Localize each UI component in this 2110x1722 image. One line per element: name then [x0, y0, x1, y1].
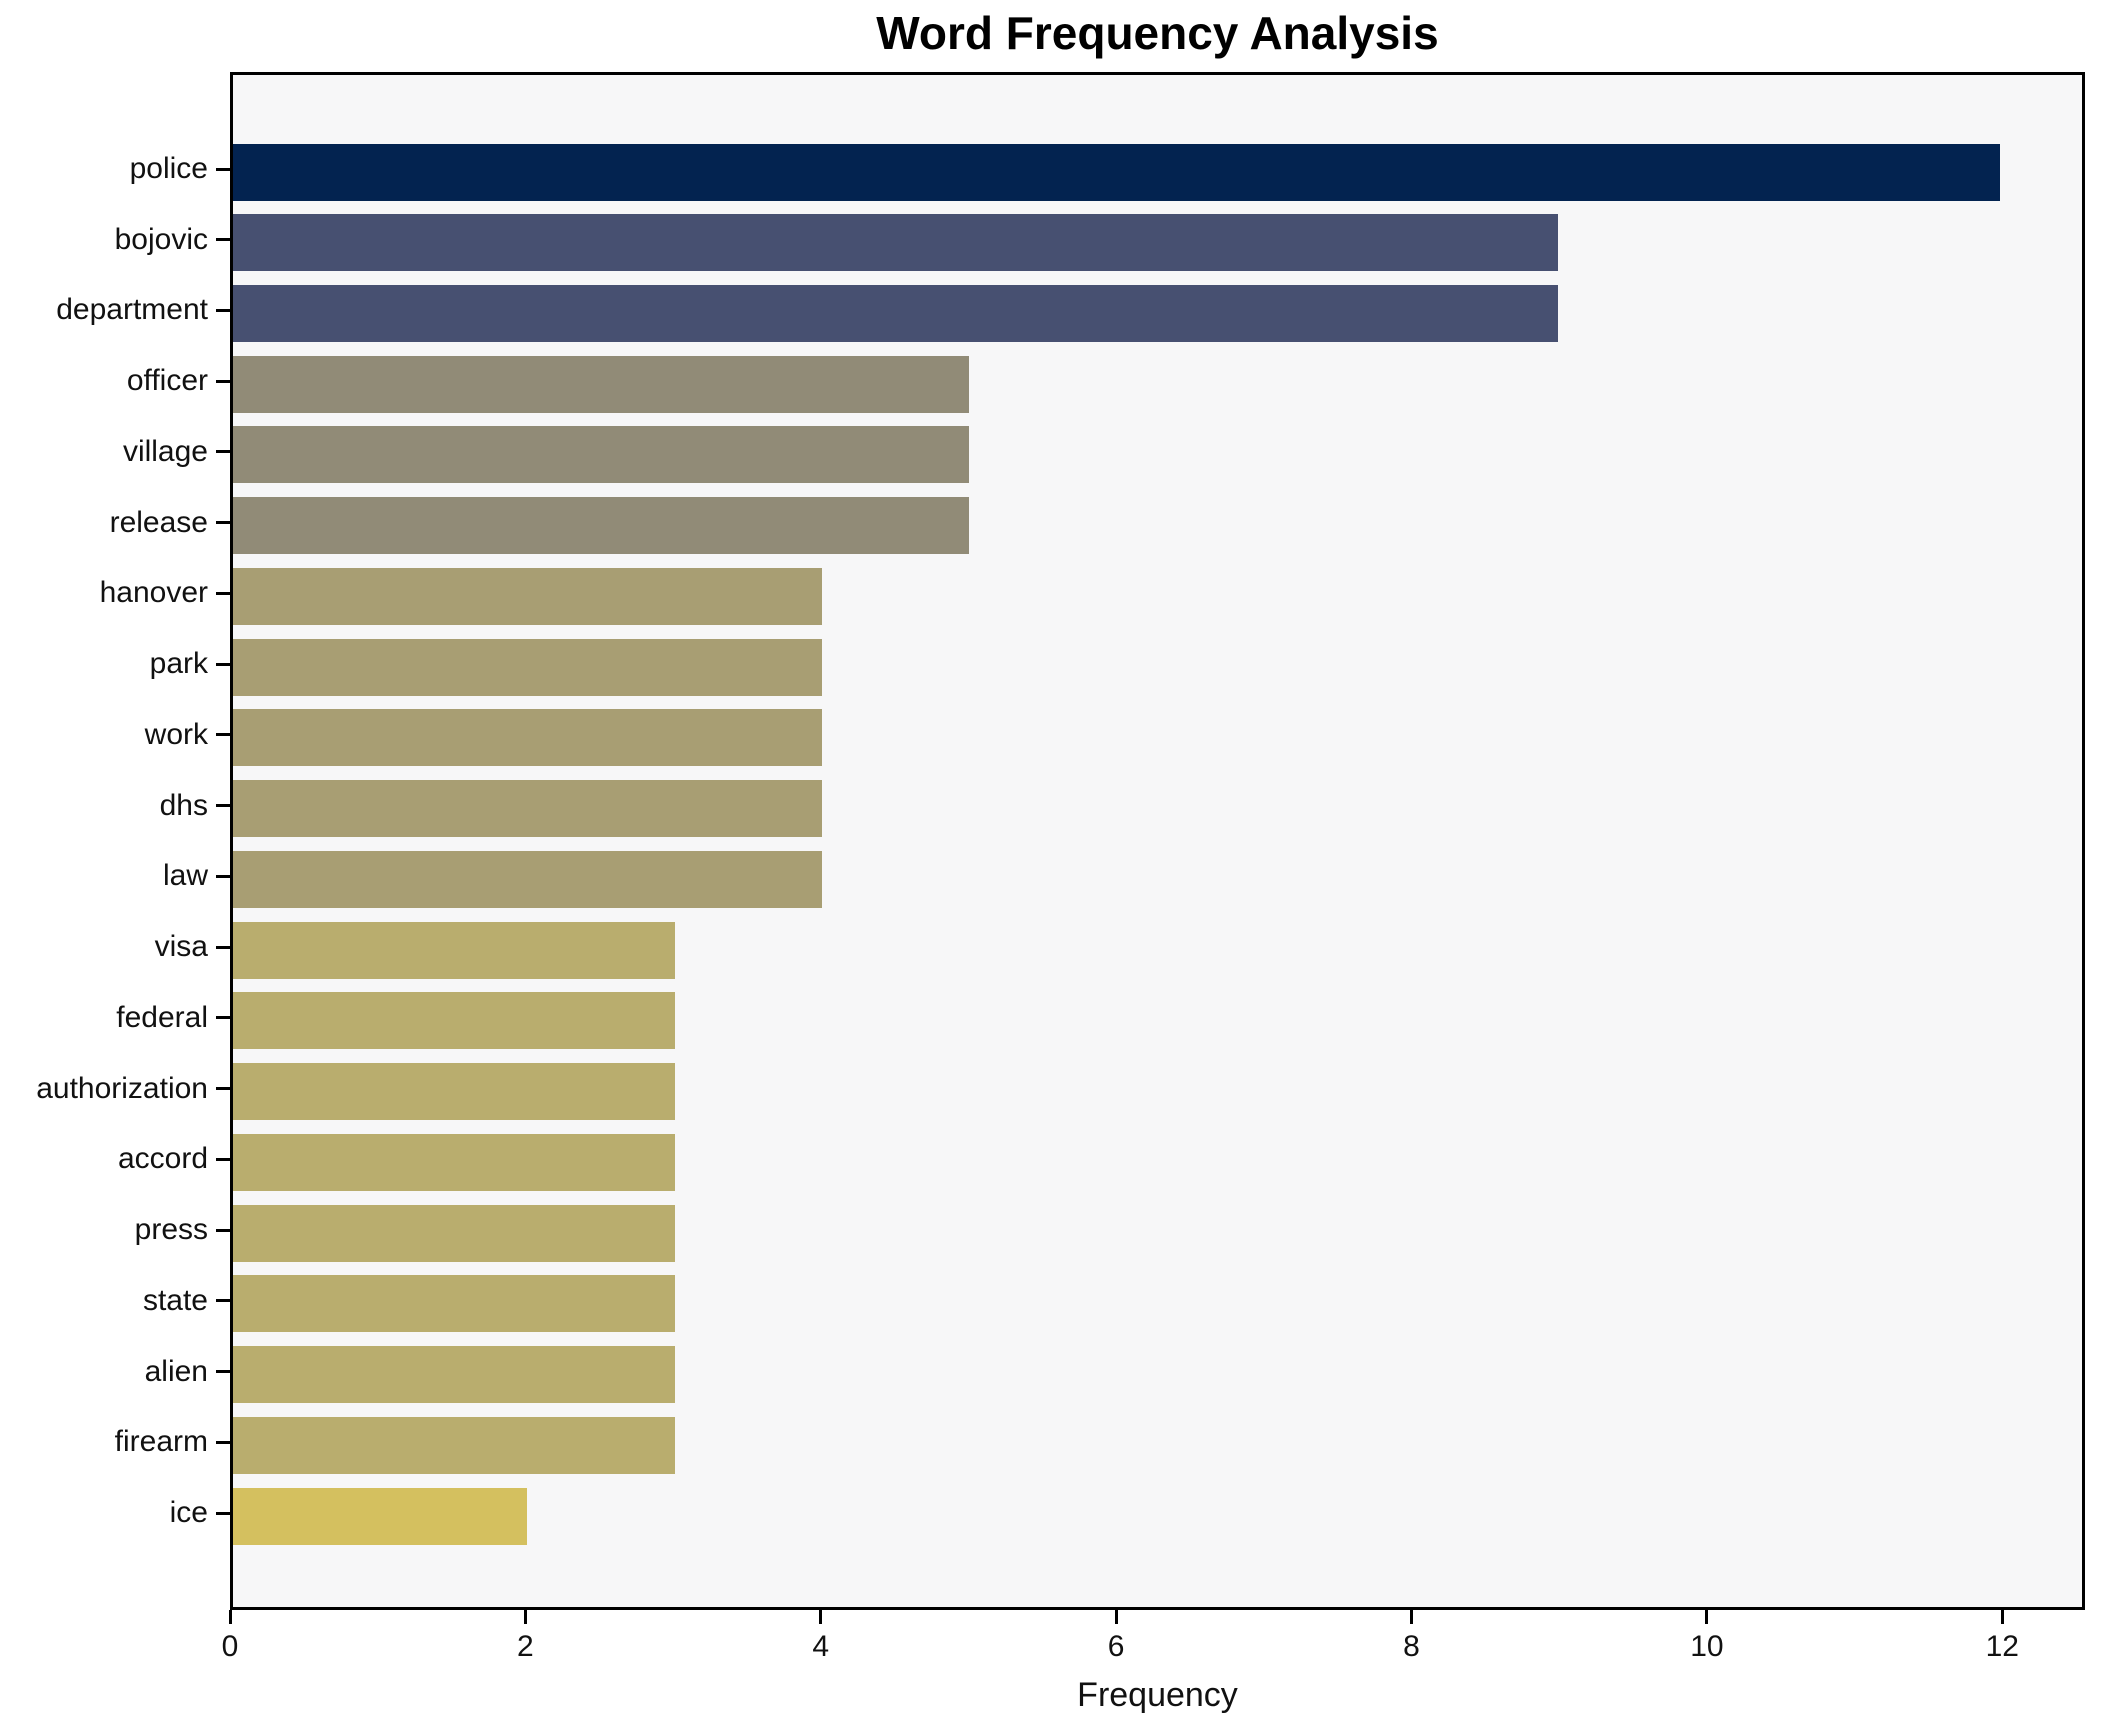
x-tick-mark — [228, 1610, 232, 1624]
y-tick-mark — [216, 591, 230, 595]
y-tick-mark — [216, 1157, 230, 1161]
bar-department — [233, 284, 1558, 342]
y-tick-label: officer — [126, 364, 208, 398]
x-tick-mark — [1114, 1610, 1118, 1624]
y-tick-label: ice — [169, 1496, 208, 1530]
bar-dhs — [233, 780, 822, 838]
y-tick-label: state — [142, 1283, 208, 1317]
plot-area — [230, 72, 2085, 1610]
y-tick-label: village — [122, 434, 208, 468]
y-tick-mark — [216, 1440, 230, 1444]
bar-hanover — [233, 567, 822, 625]
x-tick-mark — [523, 1610, 527, 1624]
y-tick-mark — [216, 945, 230, 949]
bar-police — [233, 143, 2000, 201]
y-tick-mark — [216, 1370, 230, 1374]
y-tick-mark — [216, 450, 230, 454]
bar-work — [233, 709, 822, 767]
y-tick-label: bojovic — [114, 222, 208, 256]
bar-park — [233, 638, 822, 696]
y-tick-label: press — [134, 1213, 208, 1247]
bar-visa — [233, 921, 675, 979]
x-tick-label: 4 — [812, 1630, 830, 1663]
bar-release — [233, 497, 970, 555]
bar-federal — [233, 992, 675, 1050]
y-tick-mark — [216, 1228, 230, 1232]
bar-bojovic — [233, 214, 1558, 272]
x-tick-mark — [2000, 1610, 2004, 1624]
y-tick-label: department — [56, 293, 208, 327]
y-tick-label: visa — [154, 930, 208, 964]
x-tick-label: 6 — [1107, 1630, 1125, 1663]
bar-firearm — [233, 1416, 675, 1474]
y-tick-label: firearm — [114, 1425, 208, 1459]
x-tick-mark — [1705, 1610, 1709, 1624]
x-tick-label: 2 — [517, 1630, 534, 1663]
x-tick-label: 8 — [1403, 1630, 1420, 1663]
x-tick-label: 0 — [221, 1630, 239, 1663]
y-tick-mark — [216, 308, 230, 312]
y-tick-mark — [216, 1087, 230, 1091]
x-tick-label: 10 — [1690, 1630, 1724, 1663]
y-tick-label: release — [109, 505, 208, 539]
y-tick-mark — [216, 1299, 230, 1303]
bar-state — [233, 1275, 675, 1333]
bar-authorization — [233, 1063, 675, 1121]
y-tick-label: authorization — [36, 1071, 208, 1105]
y-tick-label: dhs — [159, 788, 208, 822]
y-tick-mark — [216, 874, 230, 878]
y-tick-label: hanover — [99, 576, 208, 610]
x-tick-mark — [819, 1610, 823, 1624]
chart-title: Word Frequency Analysis — [876, 7, 1439, 59]
x-tick-mark — [1410, 1610, 1414, 1624]
y-tick-label: work — [144, 717, 208, 751]
y-tick-mark — [216, 1016, 230, 1020]
bar-officer — [233, 355, 970, 413]
y-tick-mark — [216, 804, 230, 808]
bar-law — [233, 850, 822, 908]
x-tick-label: 12 — [1985, 1630, 2019, 1663]
y-tick-mark — [216, 379, 230, 383]
y-tick-mark — [216, 521, 230, 525]
y-tick-mark — [216, 167, 230, 171]
bar-press — [233, 1204, 675, 1262]
bar-alien — [233, 1346, 675, 1404]
bar-accord — [233, 1133, 675, 1191]
y-tick-mark — [216, 733, 230, 737]
y-tick-label: federal — [116, 1000, 208, 1034]
y-tick-mark — [216, 1511, 230, 1515]
y-tick-label: alien — [144, 1354, 208, 1388]
y-tick-label: police — [129, 152, 208, 185]
x-axis-label: Frequency — [1077, 1676, 1238, 1714]
y-tick-label: accord — [117, 1142, 208, 1176]
bar-ice — [233, 1487, 528, 1545]
y-tick-label: park — [149, 647, 208, 681]
y-tick-mark — [216, 662, 230, 666]
y-tick-mark — [216, 238, 230, 242]
bar-village — [233, 426, 970, 484]
y-tick-label: law — [162, 859, 208, 893]
